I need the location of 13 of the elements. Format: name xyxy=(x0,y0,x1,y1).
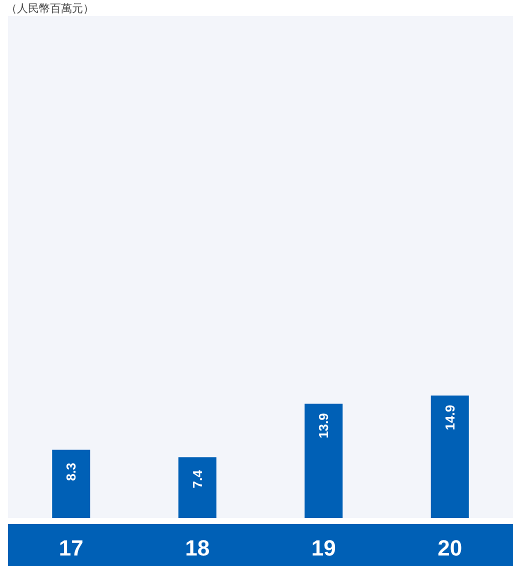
x-tick-label: 17 xyxy=(58,536,84,560)
bar xyxy=(52,450,90,518)
data-label: 7.4 xyxy=(190,469,205,488)
text: （人民幣百萬元） xyxy=(6,2,94,15)
bar xyxy=(430,396,469,518)
data-label: 14.9 xyxy=(442,404,458,430)
data-label: 8.3 xyxy=(64,462,79,481)
bar xyxy=(304,404,343,518)
data-label: 13.9 xyxy=(316,413,332,438)
x-tick-label: 19 xyxy=(311,536,336,560)
x-tick-label: 18 xyxy=(185,536,210,560)
x-tick-label: 20 xyxy=(438,536,462,560)
bar xyxy=(178,457,216,518)
